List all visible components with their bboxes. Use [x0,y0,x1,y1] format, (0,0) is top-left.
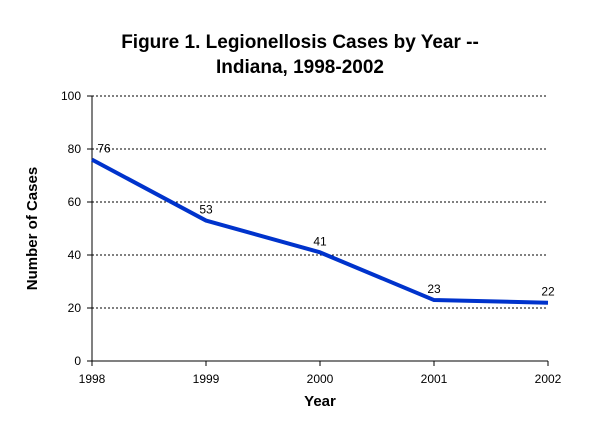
x-tick-labels: 1998 1999 2000 2001 2002 [79,372,562,386]
chart-title-line-2: Indiana, 1998-2002 [216,57,384,78]
data-label-1999: 53 [199,203,213,217]
y-tick-label-80: 80 [68,142,82,156]
chart-title: Figure 1. Legionellosis Cases by Year --… [0,30,600,80]
data-label-2002: 22 [541,285,555,299]
series-cases [91,157,549,305]
chart-title-line-1: Figure 1. Legionellosis Cases by Year -- [121,32,479,53]
y-tick-label-40: 40 [68,248,82,262]
series-line-cases [91,157,549,305]
y-tick-label-60: 60 [68,195,82,209]
x-tick-label-2000: 2000 [307,372,334,386]
x-tick-label-2001: 2001 [421,372,448,386]
axes [87,95,549,366]
y-axis-title: Number of Cases [24,167,41,290]
data-label-1998: 76 [97,142,111,156]
y-tick-label-0: 0 [74,354,81,368]
data-labels: 76 53 41 23 22 [97,142,555,299]
x-tick-label-2002: 2002 [535,372,562,386]
gridlines [92,95,548,309]
y-tick-label-20: 20 [68,301,82,315]
x-tick-label-1999: 1999 [193,372,220,386]
data-label-2000: 41 [313,234,327,248]
x-axis-title: Year [304,393,336,410]
data-label-2001: 23 [427,282,441,296]
y-tick-labels: 0 20 40 60 80 100 [61,89,81,368]
y-tick-label-100: 100 [61,89,81,103]
x-tick-label-1998: 1998 [79,372,106,386]
